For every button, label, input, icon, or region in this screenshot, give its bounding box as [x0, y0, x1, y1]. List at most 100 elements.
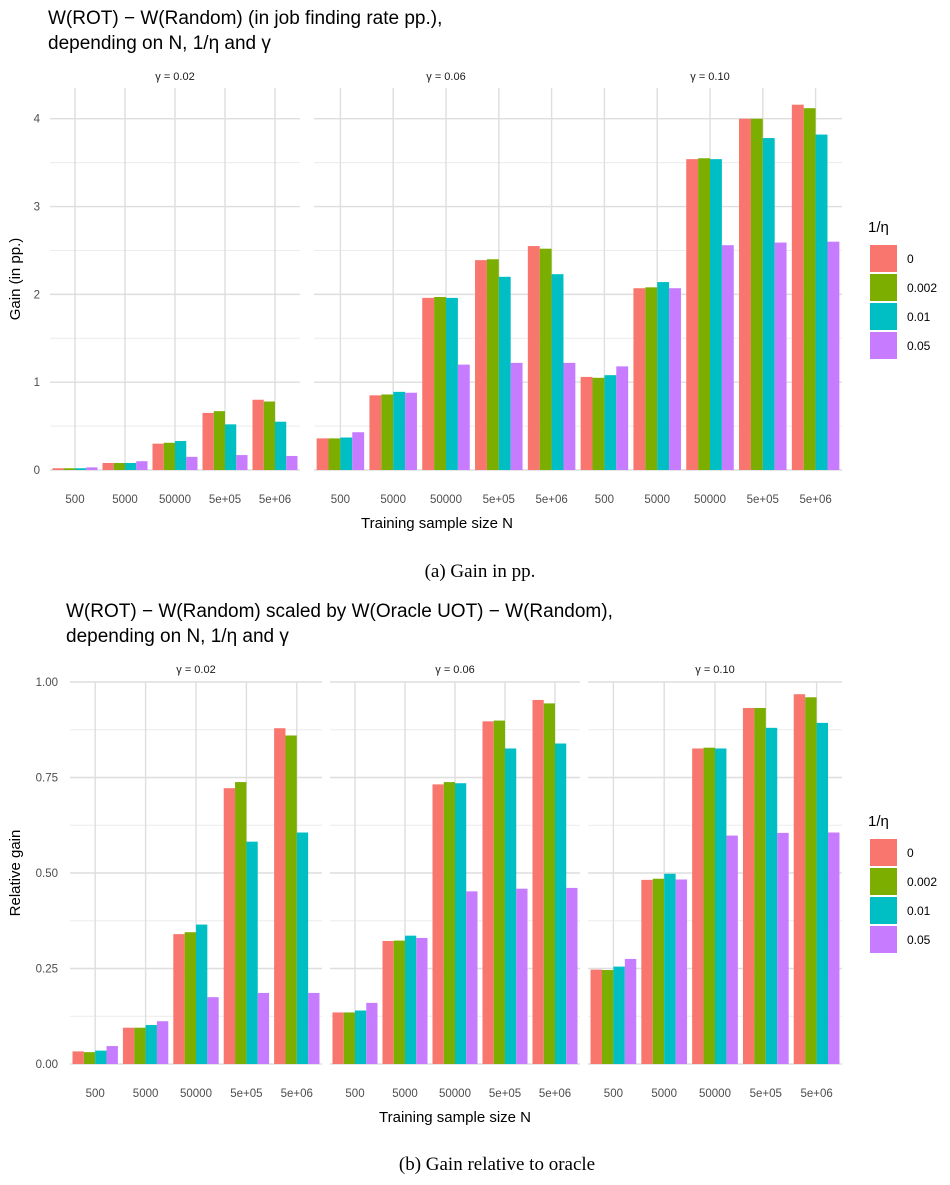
bar: [173, 934, 185, 1064]
bar: [828, 832, 840, 1064]
bar: [422, 297, 435, 470]
bar: [532, 699, 544, 1064]
bar: [263, 401, 275, 470]
y-tick-label: 0.50: [36, 868, 58, 880]
x-tick-label: 500: [331, 494, 350, 506]
bar: [754, 707, 766, 1064]
bar: [765, 727, 778, 1064]
bar: [343, 1012, 355, 1064]
legend-key: [870, 274, 897, 301]
bar: [369, 395, 382, 470]
bar: [446, 297, 458, 470]
x-tick-label: 5000: [392, 1088, 418, 1100]
figure-caption: (b) Gain relative to oracle: [399, 1154, 595, 1175]
bar: [516, 888, 528, 1064]
bar: [223, 788, 236, 1064]
legend-title: 1/η: [868, 219, 889, 236]
bar: [592, 377, 605, 470]
legend-label: 0.002: [907, 875, 937, 889]
bar: [72, 1051, 84, 1064]
bar: [616, 366, 629, 470]
bar: [405, 935, 417, 1064]
x-tick-label: 50000: [694, 494, 726, 506]
facet-strip-label: γ = 0.02: [155, 71, 194, 83]
y-tick-label: 0: [34, 465, 40, 477]
facet-strip-label: γ = 0.06: [435, 664, 474, 676]
bar: [777, 832, 789, 1064]
bar: [742, 707, 755, 1064]
x-tick-label: 500: [595, 494, 614, 506]
bar: [134, 1027, 146, 1064]
bar: [791, 104, 804, 470]
bar: [652, 878, 665, 1064]
legend-label: 0.002: [907, 281, 937, 295]
legend-title: 1/η: [868, 813, 889, 830]
bar: [486, 259, 499, 470]
x-tick-label: 5000: [112, 494, 138, 506]
x-axis-label: Training sample size N: [379, 1109, 531, 1126]
bar: [815, 134, 828, 470]
bar: [686, 159, 699, 470]
bar: [563, 362, 576, 470]
x-tick-label: 5e+06: [799, 494, 831, 506]
x-tick-label: 500: [604, 1088, 623, 1100]
y-tick-label: 0.00: [36, 1059, 58, 1071]
y-tick-label: 0.25: [36, 964, 58, 976]
x-tick-label: 50000: [430, 494, 462, 506]
bar: [246, 841, 258, 1064]
bar: [457, 364, 470, 470]
bar: [285, 735, 297, 1064]
bar: [235, 782, 247, 1064]
bar: [762, 138, 775, 470]
bar: [416, 937, 428, 1064]
bar: [106, 1046, 118, 1064]
bar: [601, 970, 614, 1064]
y-tick-label: 4: [34, 114, 41, 126]
bar: [136, 461, 148, 470]
chart-title-line: depending on N, 1/η and γ: [66, 626, 289, 647]
x-tick-label: 50000: [180, 1088, 212, 1100]
bar: [125, 462, 137, 470]
bar: [95, 1050, 107, 1064]
facet-panel: γ = 0.06 500 5000 50000 5e+05 5e+06: [330, 664, 580, 1100]
bar: [498, 276, 511, 470]
bar: [675, 879, 688, 1064]
bar: [286, 455, 298, 470]
bar: [543, 703, 555, 1064]
bar: [669, 288, 681, 470]
bar: [726, 835, 738, 1064]
bar: [527, 246, 540, 470]
bar: [252, 399, 264, 470]
y-axis-label: Relative gain: [7, 830, 24, 917]
bar: [624, 958, 637, 1064]
bar: [340, 437, 353, 470]
chart-b: W(ROT) − W(Random) scaled by W(Oracle UO…: [7, 601, 937, 1175]
x-tick-label: 5e+06: [535, 494, 567, 506]
bar: [113, 462, 125, 470]
facet-strip-label: γ = 0.10: [695, 664, 734, 676]
bar: [566, 887, 578, 1064]
bar: [774, 242, 787, 470]
bar: [163, 442, 175, 470]
x-tick-label: 5e+05: [750, 1088, 782, 1100]
bar: [382, 940, 394, 1064]
bar: [196, 924, 208, 1064]
bar: [793, 694, 806, 1064]
facet-strip-label: γ = 0.06: [426, 71, 465, 83]
x-tick-label: 5e+05: [209, 494, 241, 506]
bar: [443, 782, 455, 1064]
bar: [225, 424, 237, 470]
y-axis-label: Gain (in pp.): [7, 238, 24, 321]
legend-key: [870, 332, 897, 359]
bar: [152, 443, 164, 470]
bar: [645, 287, 658, 470]
legend-label: 0.05: [907, 933, 931, 947]
chart-title-line: W(ROT) − W(Random) (in job finding rate …: [48, 8, 442, 29]
bar: [580, 376, 593, 470]
legend: 1/η 0 0.002 0.01 0.05: [868, 219, 937, 359]
bar: [393, 940, 405, 1064]
legend-label: 0.05: [907, 339, 931, 353]
facet-strip-label: γ = 0.10: [690, 71, 729, 83]
x-tick-label: 50000: [699, 1088, 731, 1100]
facet-panel: γ = 0.02 500 5000 50000 5e+05 5e+06: [70, 664, 322, 1100]
